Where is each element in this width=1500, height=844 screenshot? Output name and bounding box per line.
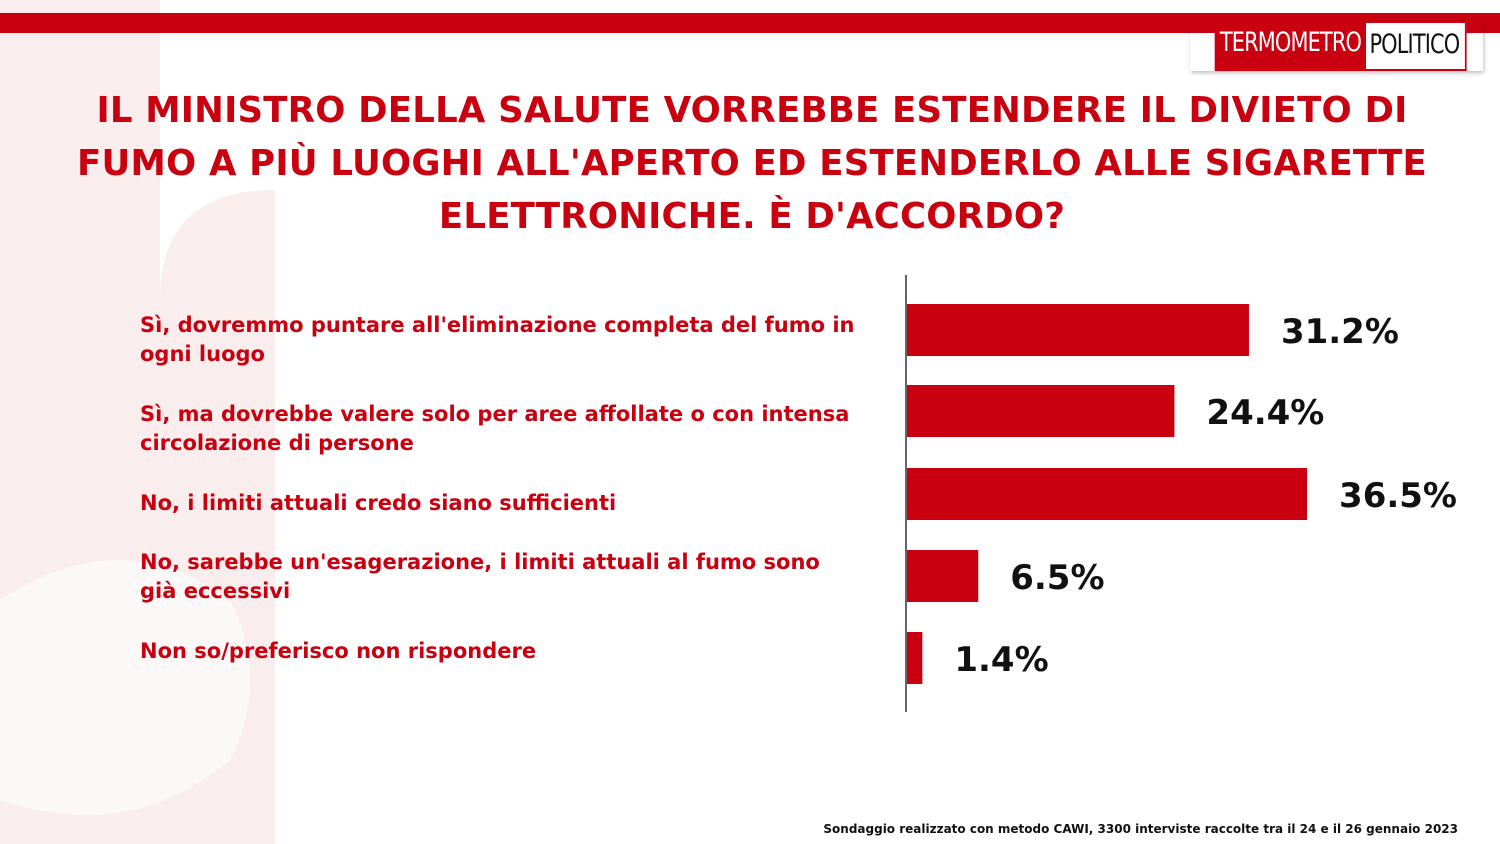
bar-5 [907,632,923,684]
chart-title: IL MINISTRO DELLA SALUTE VORREBBE ESTEND… [77,90,1427,237]
answer-label-1: Sì, dovremmo puntare all'eliminazione co… [140,313,855,366]
bar-value-label-1: 31.2% [1281,312,1399,352]
answer-label-3: No, i limiti attuali credo siano suffici… [140,491,617,515]
bar-4 [907,550,979,602]
bar-value-label-3: 36.5% [1339,476,1457,516]
bar-value-label-5: 1.4% [954,640,1048,680]
survey-footnote: Sondaggio realizzato con metodo CAWI, 33… [823,822,1458,836]
bar-1 [907,304,1249,356]
answer-label-4: No, sarebbe un'esagerazione, i limiti at… [140,550,820,603]
top-accent-bar [0,13,1500,33]
answer-label-2: Sì, ma dovrebbe valere solo per aree aff… [140,402,850,455]
bar-value-label-2: 24.4% [1206,393,1324,433]
answer-label-5: Non so/preferisco non rispondere [140,639,537,663]
bar-2 [907,385,1175,437]
brand-logo: TERMOMETRO POLITICO [1190,21,1483,71]
bar-3 [907,468,1308,520]
logo-text-primary: TERMOMETRO [1214,21,1367,71]
logo-text-secondary: POLITICO [1366,21,1467,71]
bar-value-label-4: 6.5% [1010,558,1104,598]
